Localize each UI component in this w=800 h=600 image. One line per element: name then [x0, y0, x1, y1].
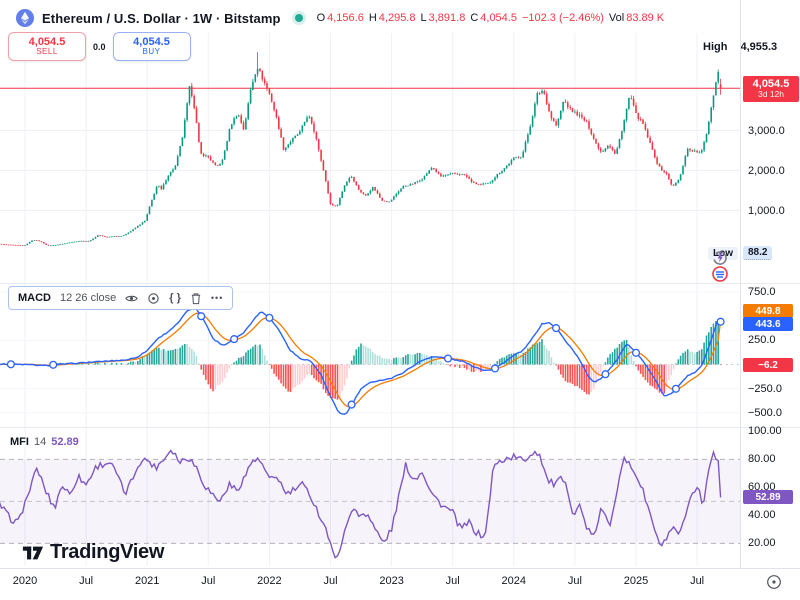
open-value: 4,156.6 — [327, 12, 364, 24]
time-tick-label: 2021 — [134, 575, 160, 587]
time-tick-label: Jul — [690, 575, 705, 587]
symbol-title[interactable]: Ethereum / U.S. Dollar · 1W · Bitstamp — [42, 10, 281, 26]
time-tick-label: 2020 — [12, 575, 38, 587]
axis-tick-label: 60.00 — [748, 481, 776, 494]
series-low-value: 88.2 — [743, 246, 773, 260]
axis-tick-label: 20.00 — [748, 537, 776, 550]
high-value: 4,295.8 — [378, 12, 416, 24]
market-flag-icon[interactable] — [712, 266, 728, 287]
axis-tick-label: −500.0 — [748, 406, 782, 419]
more-options-icon[interactable]: ••• — [210, 293, 224, 303]
ohlc-values: O 4,156.6 H 4,295.8 L 3,891.8 C 4,054.5 −102… — [317, 12, 665, 24]
sell-button[interactable]: 4,054.5 SELL — [8, 32, 86, 61]
volume-value: 83.89 K — [626, 12, 665, 24]
axis-tick-label: 80.00 — [748, 453, 776, 466]
axis-tick-label: 2,000.0 — [748, 164, 785, 177]
change-value: −102.3 (−2.46%) — [521, 12, 604, 24]
time-tick-label: Jul — [445, 575, 460, 587]
buy-button[interactable]: 4,054.5 BUY — [112, 32, 191, 61]
series-high-value: 4,955.3 — [740, 41, 778, 53]
tradingview-logo[interactable]: TradingView — [22, 541, 164, 564]
time-tick-label: 2022 — [257, 575, 282, 587]
timezone-icon[interactable] — [766, 574, 782, 590]
macd-value-tag: 443.6 — [743, 317, 793, 331]
time-tick-label: Jul — [79, 575, 94, 587]
mfi-value: 52.89 — [51, 436, 79, 448]
chart-header: Ethereum / U.S. Dollar · 1W · Bitstamp O… — [16, 8, 664, 28]
time-tick-label: 2023 — [379, 575, 404, 587]
sell-label: SELL — [36, 47, 58, 57]
time-tick-label: 2025 — [623, 575, 649, 587]
low-label: L — [420, 12, 427, 24]
axis-tick-label: 3,000.0 — [748, 124, 785, 137]
spread-value: 0.0 — [93, 41, 106, 52]
time-tick-label: Jul — [567, 575, 582, 587]
close-value: 4,054.5 — [480, 12, 517, 24]
mfi-length: 14 — [33, 436, 47, 448]
series-high-flag: High 4,955.3 — [703, 41, 777, 53]
axis-tick-label: 40.00 — [748, 509, 776, 522]
market-status-dot-icon — [294, 14, 303, 22]
time-tick-label: 2024 — [501, 575, 527, 587]
time-tick-label: Jul — [323, 575, 338, 587]
axis-tick-label: 1,000.0 — [748, 204, 785, 217]
mfi-title: MFI — [10, 436, 29, 448]
source-code-icon[interactable]: { } — [169, 292, 181, 304]
tradingview-mark-icon — [22, 546, 44, 559]
time-axis[interactable]: 2020 Jul 2021 Jul 2022 Jul 2023 Jul 2024 Jul 2025 J… — [0, 568, 800, 600]
price-axis[interactable]: 4,054.5 3d 12h 449.8 443.6 −6.2 52.89 3,… — [740, 0, 800, 600]
mfi-legend[interactable]: MFI 14 52.89 — [10, 436, 79, 448]
close-label: C — [470, 12, 479, 24]
delete-icon[interactable] — [190, 292, 202, 305]
open-label: O — [316, 12, 326, 24]
axis-tick-label: −250.0 — [748, 382, 782, 395]
macd-legend[interactable]: MACD 12 26 close { } ••• — [8, 286, 234, 310]
settings-icon[interactable] — [147, 292, 160, 305]
low-value: 3,891.8 — [428, 12, 466, 24]
ethereum-logo-icon — [16, 9, 34, 27]
time-tick-label: Jul — [201, 575, 216, 587]
macd-signal-tag: 449.8 — [743, 304, 793, 318]
high-label: H — [368, 12, 377, 24]
macd-title: MACD — [18, 292, 51, 304]
mfi-value-tag: 52.89 — [743, 490, 793, 504]
series-high-label: High — [703, 41, 728, 53]
axis-tick-label: 100.00 — [748, 425, 782, 438]
macd-params: 12 26 close — [60, 292, 117, 304]
current-price-value: 4,054.5 — [752, 78, 790, 91]
trade-panel: 4,054.5 SELL 0.0 4,054.5 BUY — [8, 32, 191, 61]
tradingview-wordmark: TradingView — [50, 541, 165, 563]
macd-hist-tag: −6.2 — [743, 358, 793, 372]
bar-countdown: 3d 12h — [758, 89, 784, 100]
replay-icon[interactable] — [711, 249, 729, 272]
sell-price: 4,054.5 — [28, 35, 66, 48]
buy-label: BUY — [142, 47, 161, 57]
eye-icon[interactable] — [125, 292, 138, 305]
current-price-tag: 4,054.5 3d 12h — [743, 76, 799, 102]
buy-price: 4,054.5 — [133, 35, 170, 48]
axis-tick-label: 750.0 — [748, 286, 776, 299]
volume-label: Vol — [608, 12, 625, 24]
axis-tick-label: 250.0 — [748, 334, 776, 347]
